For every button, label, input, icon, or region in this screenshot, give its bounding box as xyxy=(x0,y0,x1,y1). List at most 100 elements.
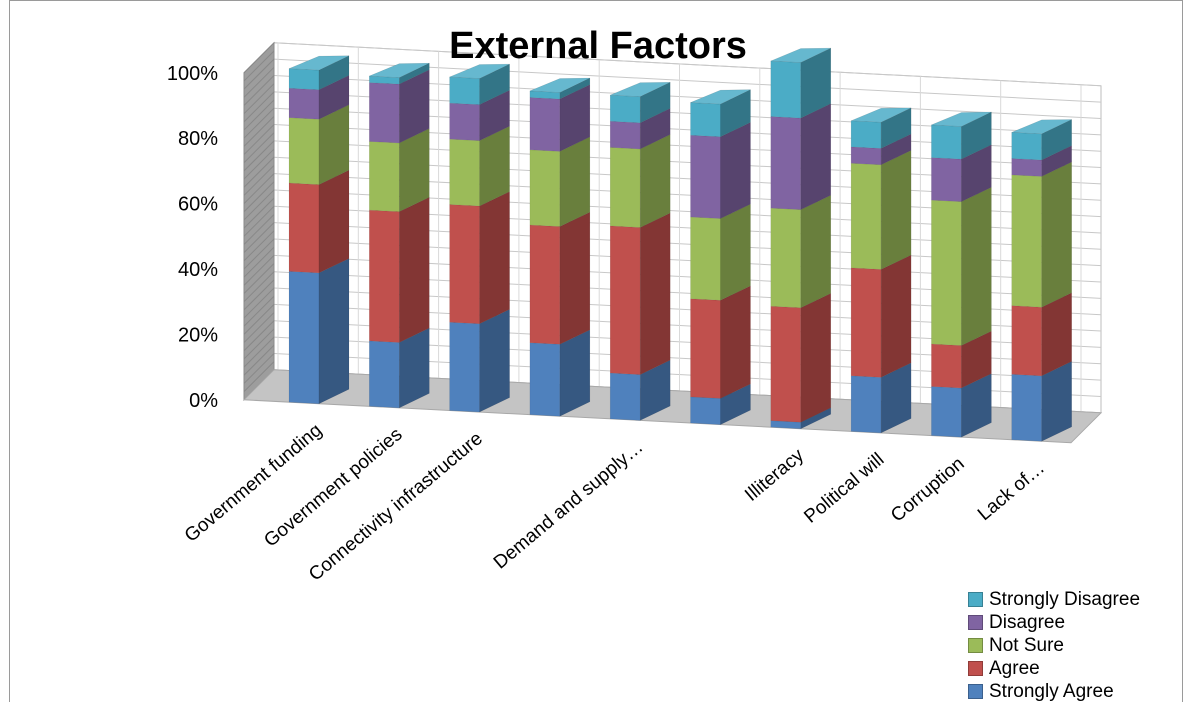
side-wall-stripe xyxy=(243,353,275,384)
bar-side-face xyxy=(318,169,350,274)
bar-front-face xyxy=(288,117,320,185)
side-wall-stripe xyxy=(243,50,275,82)
side-wall-stripe xyxy=(243,189,275,221)
side-wall-stripe xyxy=(243,328,275,360)
bar-front-face xyxy=(931,386,962,438)
bar-segment xyxy=(1011,361,1072,442)
bar-front-face xyxy=(449,76,480,105)
bar-top-cap xyxy=(449,63,510,79)
bar-front-face xyxy=(609,147,641,228)
bar-front-face xyxy=(931,157,962,202)
bar-front-face xyxy=(850,162,882,270)
bar-front-face xyxy=(1011,174,1042,308)
chart-title: External Factors xyxy=(449,25,747,67)
bar-side-face xyxy=(800,194,832,309)
bar-segment xyxy=(770,292,832,423)
bar-front-face xyxy=(850,120,882,149)
bar-side-face xyxy=(479,191,510,325)
bar-segment xyxy=(850,254,912,378)
bar-front-face xyxy=(529,97,561,152)
bar-front-face xyxy=(609,372,641,421)
bar-segment xyxy=(369,196,430,343)
bar-side-face xyxy=(399,196,430,343)
bar-front-face xyxy=(529,224,561,345)
bar-front-face xyxy=(770,305,802,423)
side-wall-stripe xyxy=(243,279,275,311)
bar-front-face xyxy=(1011,158,1042,177)
bar-segment xyxy=(288,55,350,91)
bar-front-face xyxy=(529,149,561,227)
side-wall-stripe xyxy=(243,165,275,196)
bar-front-face xyxy=(449,204,480,325)
side-wall-stripe xyxy=(243,132,275,164)
y-tick-label: 80% xyxy=(178,128,218,150)
bar-side-face xyxy=(639,212,671,376)
bars xyxy=(288,47,1072,442)
legend-swatch xyxy=(968,661,983,676)
side-wall-stripe xyxy=(243,295,275,327)
side-wall-stripe xyxy=(243,312,275,343)
side-wall-stripe xyxy=(243,124,275,155)
bar-segment xyxy=(770,194,832,309)
y-tick-label: 100% xyxy=(167,63,218,85)
bar-front-face xyxy=(1011,132,1042,161)
side-wall-stripe xyxy=(243,58,275,90)
bar-front-face xyxy=(529,342,561,417)
bar-top-cap xyxy=(529,77,591,93)
gridline xyxy=(273,42,1102,87)
side-wall-stripe xyxy=(243,205,275,237)
side-wall-stripe xyxy=(243,271,275,303)
bar-segment xyxy=(369,128,430,213)
bar-segment xyxy=(529,211,591,345)
side-wall-stripe xyxy=(243,344,275,376)
bar-segment xyxy=(449,63,510,106)
side-wall-stripe xyxy=(243,222,275,253)
side-wall-stripe xyxy=(243,91,275,123)
side-wall-stripe xyxy=(243,156,275,188)
bar-front-face xyxy=(369,141,400,212)
y-tick-label: 0% xyxy=(189,390,218,412)
bar-segment xyxy=(288,258,350,405)
legend-item: Disagree xyxy=(968,611,1140,634)
bar-segment xyxy=(690,121,751,219)
bar-front-face xyxy=(369,340,400,409)
bar-side-face xyxy=(800,103,832,211)
bar-segment xyxy=(931,144,992,203)
bar-top-cap xyxy=(610,81,671,97)
bar-top-cap xyxy=(851,107,912,123)
bar-front-face xyxy=(449,321,480,413)
y-tick-label: 40% xyxy=(178,259,218,281)
bar-front-face xyxy=(449,138,480,207)
bar-segment xyxy=(1011,119,1072,161)
bar-front-face xyxy=(1011,305,1042,377)
bar-front-face xyxy=(850,146,882,166)
side-wall-stripe xyxy=(243,320,275,352)
side-wall-stripe xyxy=(243,336,275,368)
x-category-label: Connectivity infrastructure xyxy=(305,428,487,585)
bar-side-face xyxy=(720,121,751,219)
bar-side-face xyxy=(800,292,832,423)
bar-front-face xyxy=(690,134,721,219)
bar-segment xyxy=(369,69,430,144)
side-wall-stripe xyxy=(243,140,275,172)
side-wall-stripe xyxy=(243,83,275,115)
bar-front-face xyxy=(690,396,721,425)
bar-segment xyxy=(609,212,671,376)
bar-top-cap xyxy=(931,111,992,127)
legend-item: Not Sure xyxy=(968,634,1140,657)
side-wall-stripe xyxy=(243,42,275,74)
legend-swatch xyxy=(968,684,983,699)
bar-front-face xyxy=(931,124,962,160)
side-wall-stripe xyxy=(243,254,275,286)
bar-side-face xyxy=(880,254,912,378)
bar-front-face xyxy=(288,271,320,404)
bar-side-face xyxy=(479,308,510,413)
bar-segment xyxy=(529,84,591,152)
bar-front-face xyxy=(690,216,721,301)
bar-top-cap xyxy=(1011,119,1072,135)
bar-side-face xyxy=(961,186,992,346)
legend-label: Strongly Disagree xyxy=(989,588,1141,610)
side-wall-stripe xyxy=(243,263,275,294)
bar-segment xyxy=(770,103,832,211)
bar-segment xyxy=(449,191,510,325)
